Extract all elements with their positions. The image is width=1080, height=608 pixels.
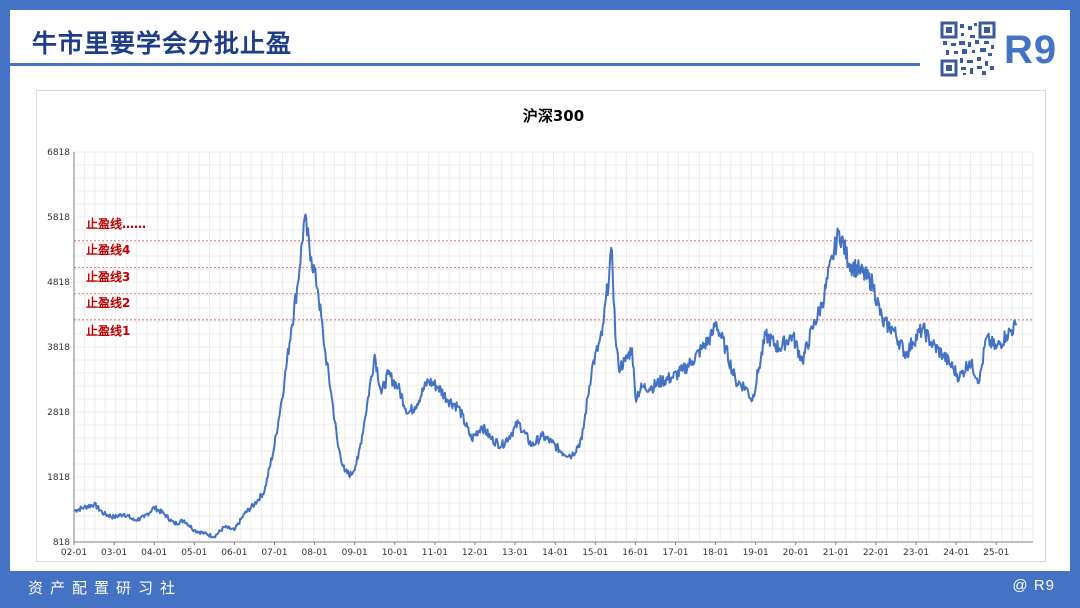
- x-tick-label: 24-01: [943, 548, 969, 558]
- x-tick-label: 05-01: [181, 548, 207, 558]
- x-tick-label: 11-01: [422, 548, 448, 558]
- title-divider: [10, 63, 920, 66]
- stop-line-label: 止盈线3: [86, 269, 130, 284]
- y-tick-label: 4818: [47, 278, 70, 288]
- footer-handle: @ R9: [1012, 577, 1055, 594]
- x-tick-label: 07-01: [261, 548, 287, 558]
- stop-line-label: 止盈线2: [86, 295, 130, 310]
- slide: 牛市里要学会分批止盈 R9 沪深300 818 1818 2818 3818 4818 58…: [10, 10, 1070, 571]
- qr-code-icon: [940, 21, 996, 77]
- x-tick-label: 15-01: [582, 548, 608, 558]
- y-tick-label: 1818: [47, 473, 70, 483]
- x-tick-label: 02-01: [61, 548, 87, 558]
- x-tick-label: 08-01: [302, 548, 328, 558]
- x-tick-label: 14-01: [542, 548, 568, 558]
- stop-line-label: 止盈线4: [86, 242, 130, 257]
- brand-logo: R9: [1004, 28, 1058, 72]
- chart-panel: 沪深300 818 1818 2818 3818 4818 5818 6818 02-01 03-…: [36, 90, 1046, 562]
- stop-line-label: 止盈线1: [86, 323, 130, 338]
- series-line: [73, 213, 1018, 539]
- y-tick-label: 3818: [47, 343, 70, 353]
- x-tick-label: 09-01: [342, 548, 368, 558]
- x-tick-label: 16-01: [622, 548, 648, 558]
- footer-brand: 资产配置研习社: [28, 579, 183, 597]
- x-tick-label: 19-01: [743, 548, 769, 558]
- stop-line-label: 止盈线……: [86, 216, 146, 231]
- x-tick-label: 13-01: [502, 548, 528, 558]
- y-tick-label: 818: [53, 538, 70, 548]
- x-tick-label: 21-01: [823, 548, 849, 558]
- x-tick-label: 03-01: [101, 548, 127, 558]
- y-tick-label: 2818: [47, 408, 70, 418]
- x-tick-label: 23-01: [903, 548, 929, 558]
- x-tick-label: 10-01: [382, 548, 408, 558]
- x-tick-label: 12-01: [462, 548, 488, 558]
- page-title: 牛市里要学会分批止盈: [32, 29, 293, 58]
- x-tick-label: 04-01: [141, 548, 167, 558]
- y-tick-label: 6818: [47, 148, 70, 158]
- x-tick-label: 06-01: [221, 548, 247, 558]
- y-tick-label: 5818: [47, 213, 70, 223]
- x-tick-label: 20-01: [783, 548, 809, 558]
- x-tick-label: 22-01: [863, 548, 889, 558]
- chart-title: 沪深300: [523, 107, 584, 125]
- line-chart: 沪深300 818 1818 2818 3818 4818 5818 6818 02-01 03-…: [47, 107, 1034, 558]
- x-tick-label: 18-01: [702, 548, 728, 558]
- x-tick-label: 25-01: [983, 548, 1009, 558]
- x-tick-label: 17-01: [662, 548, 688, 558]
